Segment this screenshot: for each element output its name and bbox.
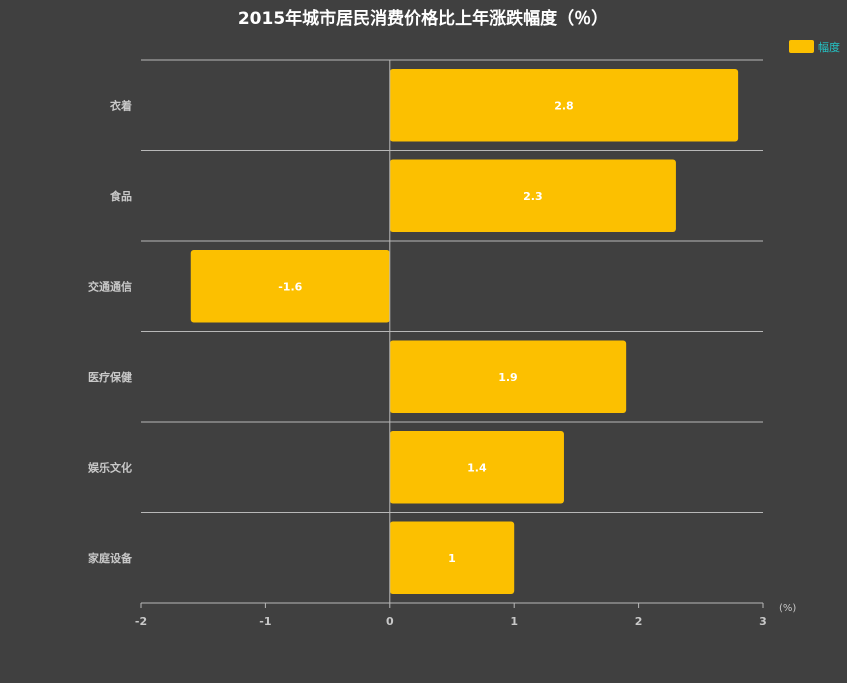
legend-swatch xyxy=(789,40,814,53)
bar-value-label: 1 xyxy=(448,552,456,565)
x-tick-label: -1 xyxy=(259,615,271,628)
chart-title: 2015年城市居民消费价格比上年涨跌幅度（％） xyxy=(238,8,608,29)
x-tick-label: 0 xyxy=(386,615,394,628)
category-label: 娱乐文化 xyxy=(88,460,132,474)
bar-2 xyxy=(190,250,390,323)
bar-0 xyxy=(389,69,739,142)
x-tick-label: 3 xyxy=(759,615,767,628)
bar-5 xyxy=(389,521,515,594)
legend-label: 幅度 xyxy=(818,40,840,54)
chart-labels: 2.8 衣着 2.3 食品 -1.6 交通通信 1.9 医疗保健 1.4 娱乐文化 1 家庭设备 -2 -… xyxy=(88,98,796,628)
axes xyxy=(140,60,764,608)
x-tick-label: 2 xyxy=(635,615,643,628)
category-label: 衣着 xyxy=(110,98,132,112)
legend[interactable]: 幅度 xyxy=(789,40,840,54)
x-axis-unit: (%) xyxy=(779,603,796,614)
category-label: 交通通信 xyxy=(88,279,132,293)
bar-series xyxy=(190,69,739,594)
category-label: 家庭设备 xyxy=(88,551,133,565)
bar-value-label: 2.8 xyxy=(554,99,574,112)
x-tick-label: -2 xyxy=(135,615,147,628)
bar-value-label: 2.3 xyxy=(523,190,543,203)
bar-value-label: 1.9 xyxy=(498,371,518,384)
bar-3 xyxy=(389,340,627,413)
category-label: 医疗保健 xyxy=(88,370,133,384)
bar-1 xyxy=(389,159,676,232)
bar-value-label: -1.6 xyxy=(278,280,302,293)
x-tick-label: 1 xyxy=(510,615,518,628)
bar-4 xyxy=(389,431,564,504)
category-label: 食品 xyxy=(110,189,132,203)
bar-value-label: 1.4 xyxy=(467,461,487,474)
